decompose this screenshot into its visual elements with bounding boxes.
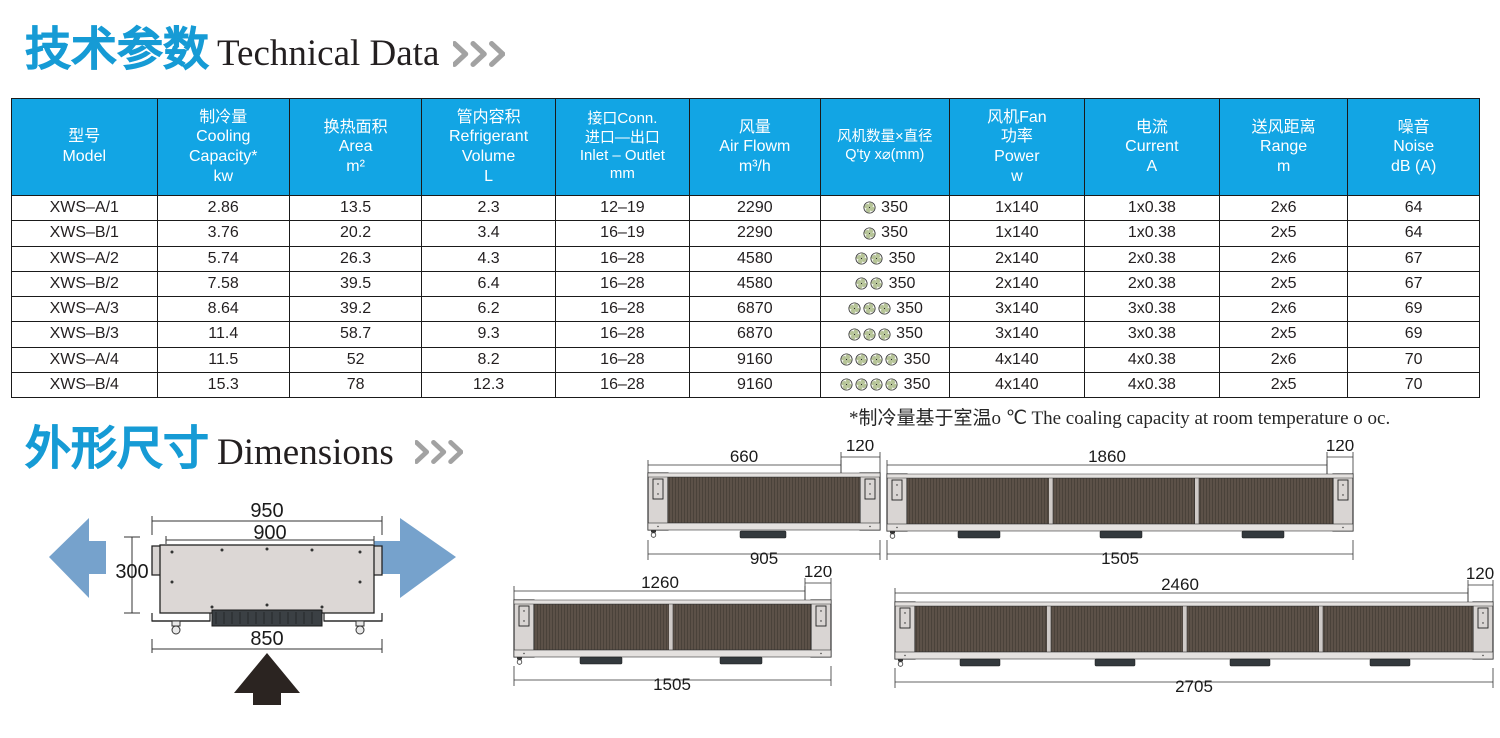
svg-text:2460: 2460 — [1161, 575, 1199, 594]
svg-text:300: 300 — [115, 561, 148, 583]
svg-text:1260: 1260 — [641, 573, 679, 592]
svg-text:120: 120 — [804, 566, 832, 581]
svg-text:1505: 1505 — [653, 675, 691, 694]
svg-text:2705: 2705 — [1175, 677, 1213, 696]
svg-text:1860: 1860 — [1088, 447, 1126, 466]
svg-text:120: 120 — [1326, 440, 1354, 455]
svg-text:120: 120 — [1466, 564, 1494, 583]
svg-text:950: 950 — [250, 500, 283, 522]
svg-text:850: 850 — [250, 628, 283, 650]
svg-text:900: 900 — [253, 522, 286, 544]
svg-text:660: 660 — [730, 447, 758, 466]
